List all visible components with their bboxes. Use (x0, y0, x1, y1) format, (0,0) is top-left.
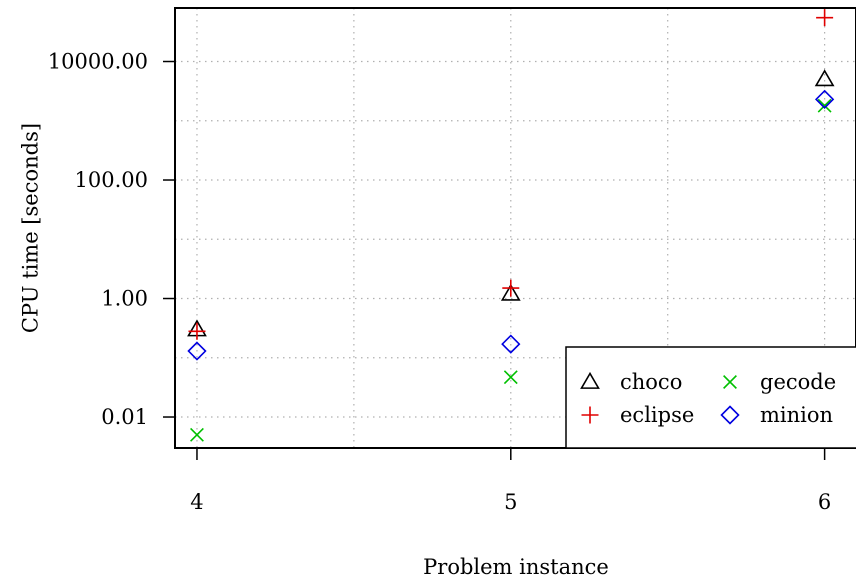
data-point-gecode (817, 98, 832, 113)
legend-marker-eclipse (581, 406, 599, 424)
series-gecode (190, 98, 832, 442)
data-points (187, 9, 835, 442)
legend-label-choco: choco (620, 370, 682, 394)
x-tick-label: 5 (504, 490, 517, 514)
x-tick-label: 4 (190, 490, 203, 514)
data-point-eclipse (188, 322, 206, 340)
legend-label-gecode: gecode (760, 370, 836, 394)
legend-marker-minion (720, 405, 740, 425)
data-point-gecode (190, 427, 204, 442)
data-point-eclipse (502, 279, 520, 297)
legend-label-minion: minion (760, 403, 833, 427)
y-tick-label: 10000.00 (48, 50, 148, 74)
data-point-gecode (503, 370, 518, 385)
series-minion (187, 89, 835, 361)
axis-ticks: 4 5 6 0.01 1.00 100.00 10000.00 (48, 50, 832, 514)
series-eclipse (188, 9, 834, 340)
legend-marker-choco (580, 371, 600, 389)
legend-box (565, 346, 856, 449)
y-tick-label: 100.00 (75, 168, 148, 192)
data-point-minion (187, 341, 207, 361)
y-tick-label: 0.01 (101, 405, 148, 429)
data-point-minion (501, 334, 521, 354)
x-axis-title: Problem instance (423, 555, 609, 579)
data-point-eclipse (816, 9, 834, 27)
data-point-choco (500, 283, 521, 301)
plot-frame (174, 7, 856, 449)
legend-label-eclipse: eclipse (620, 403, 694, 427)
legend-marker-gecode (723, 375, 737, 389)
data-point-minion (814, 89, 835, 109)
y-tick-label: 1.00 (101, 287, 148, 311)
data-point-choco (814, 69, 835, 87)
x-tick-label: 6 (818, 490, 831, 514)
y-axis-title: CPU time [seconds] (19, 123, 43, 333)
legend: choco eclipse gecode minion (565, 346, 856, 449)
